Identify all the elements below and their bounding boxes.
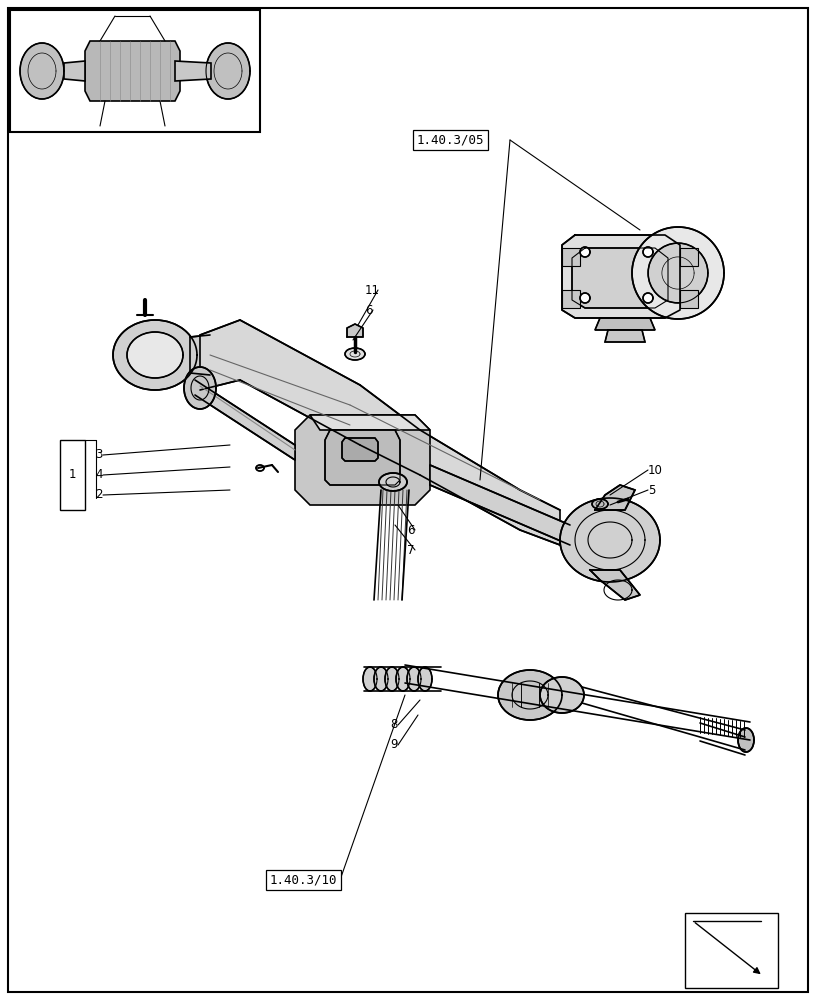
Text: 9: 9 [390,738,397,752]
Ellipse shape [580,293,590,303]
Polygon shape [85,41,180,101]
Ellipse shape [418,667,432,691]
Ellipse shape [256,465,264,471]
Polygon shape [590,570,640,600]
Bar [680,290,698,308]
Polygon shape [175,61,211,81]
Polygon shape [347,324,363,337]
Ellipse shape [592,499,608,509]
Text: 2: 2 [95,488,103,502]
Polygon shape [195,380,295,460]
Text: 1: 1 [69,468,76,482]
Text: 1.40.3/05: 1.40.3/05 [417,133,485,146]
Polygon shape [342,438,378,461]
Polygon shape [200,320,560,545]
Ellipse shape [113,320,197,390]
Bar [562,248,580,266]
Polygon shape [430,465,570,545]
Polygon shape [64,61,85,81]
Ellipse shape [363,667,377,691]
Bar [60,440,85,510]
Text: 6: 6 [365,304,372,316]
Polygon shape [190,335,210,375]
Ellipse shape [374,667,388,691]
Text: 4: 4 [95,468,103,482]
Ellipse shape [206,43,250,99]
Ellipse shape [648,243,708,303]
Ellipse shape [396,667,410,691]
Text: 3: 3 [95,448,102,462]
Ellipse shape [498,670,562,720]
Ellipse shape [379,473,407,491]
Ellipse shape [580,247,590,257]
Polygon shape [605,330,645,342]
Ellipse shape [127,332,183,378]
Text: 1.40.3/10: 1.40.3/10 [270,874,338,886]
Bar [562,290,580,308]
Ellipse shape [643,293,653,303]
Ellipse shape [20,43,64,99]
Polygon shape [595,318,655,330]
Bar [680,248,698,266]
Text: 8: 8 [390,718,397,732]
Ellipse shape [184,367,216,409]
Polygon shape [562,235,680,318]
Text: 5: 5 [648,484,655,496]
Ellipse shape [407,667,421,691]
Text: 11: 11 [365,284,380,296]
Text: 6: 6 [407,524,415,536]
Bar [10,10,260,132]
Ellipse shape [345,348,365,360]
Ellipse shape [643,247,653,257]
Polygon shape [310,415,430,430]
Polygon shape [595,485,635,510]
Text: 7: 7 [407,544,415,556]
Ellipse shape [632,227,724,319]
Ellipse shape [560,498,660,582]
Ellipse shape [540,677,584,713]
Polygon shape [295,415,430,505]
Polygon shape [572,248,668,308]
Ellipse shape [738,728,754,752]
Bar [685,913,778,988]
Ellipse shape [385,667,399,691]
Text: 10: 10 [648,464,663,477]
Polygon shape [325,430,400,485]
